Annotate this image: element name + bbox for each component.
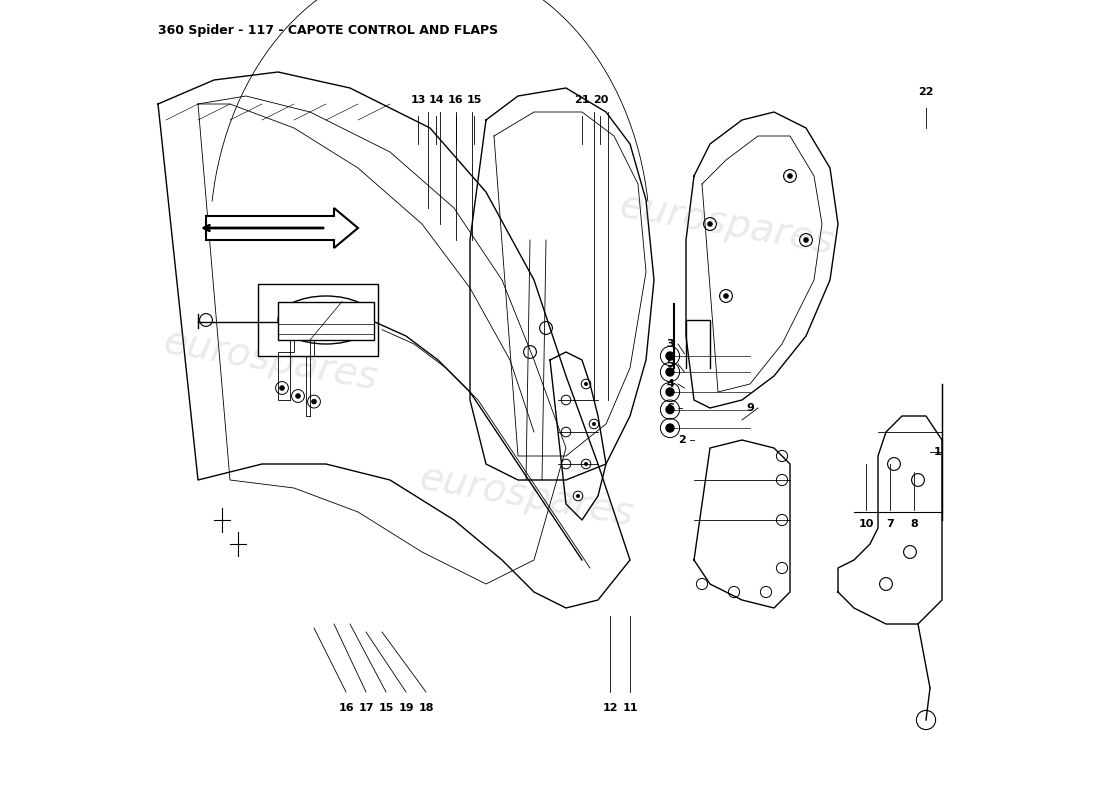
Ellipse shape <box>278 296 374 344</box>
Text: 8: 8 <box>910 519 917 529</box>
Circle shape <box>584 382 587 386</box>
Circle shape <box>666 424 674 432</box>
Text: 21: 21 <box>574 95 590 105</box>
Circle shape <box>666 388 674 396</box>
Text: 10: 10 <box>858 519 873 529</box>
Text: 15: 15 <box>466 95 482 105</box>
Circle shape <box>707 222 713 226</box>
Text: 360 Spider - 117 - CAPOTE CONTROL AND FLAPS: 360 Spider - 117 - CAPOTE CONTROL AND FL… <box>158 24 498 37</box>
Text: 5: 5 <box>667 359 674 369</box>
Text: 22: 22 <box>918 87 934 97</box>
Text: 13: 13 <box>410 95 426 105</box>
Text: 16: 16 <box>448 95 463 105</box>
Circle shape <box>584 462 587 466</box>
Text: 11: 11 <box>623 703 638 713</box>
Text: 18: 18 <box>418 703 433 713</box>
Text: 17: 17 <box>359 703 374 713</box>
Text: eurospares: eurospares <box>160 322 381 398</box>
Circle shape <box>311 399 317 404</box>
Circle shape <box>724 294 728 298</box>
Text: 15: 15 <box>378 703 394 713</box>
Circle shape <box>788 174 792 178</box>
Text: 1: 1 <box>934 447 942 457</box>
Text: 20: 20 <box>593 95 608 105</box>
Text: 14: 14 <box>429 95 444 105</box>
Circle shape <box>279 386 285 390</box>
Text: 16: 16 <box>338 703 354 713</box>
Polygon shape <box>206 208 358 248</box>
Text: 6: 6 <box>667 403 674 413</box>
Text: 3: 3 <box>667 339 674 349</box>
Text: 7: 7 <box>887 519 894 529</box>
Text: eurospares: eurospares <box>616 186 836 262</box>
Text: 12: 12 <box>603 703 618 713</box>
Circle shape <box>666 352 674 360</box>
Bar <box>278 302 374 340</box>
Circle shape <box>576 494 580 498</box>
Circle shape <box>666 368 674 376</box>
Circle shape <box>666 406 674 414</box>
Text: 19: 19 <box>398 703 414 713</box>
FancyBboxPatch shape <box>258 284 378 356</box>
Text: 9: 9 <box>746 403 754 413</box>
Text: 2: 2 <box>678 435 686 445</box>
Circle shape <box>593 422 595 426</box>
Circle shape <box>804 238 808 242</box>
Text: 4: 4 <box>667 379 674 389</box>
Circle shape <box>296 394 300 398</box>
Text: eurospares: eurospares <box>416 458 636 534</box>
